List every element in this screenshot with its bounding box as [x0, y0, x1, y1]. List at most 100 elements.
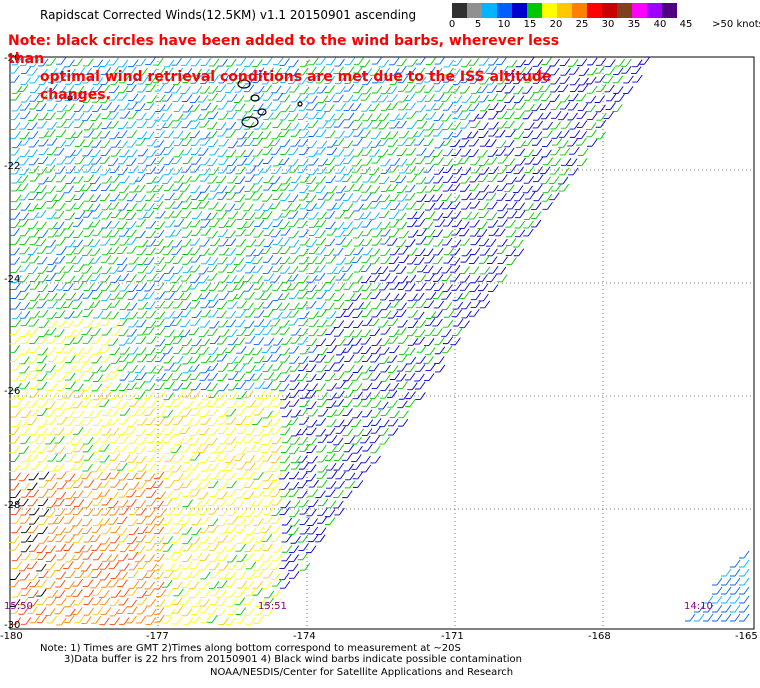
- wind-barb: [253, 526, 265, 534]
- wind-barb: [595, 58, 607, 66]
- wind-barb: [371, 221, 383, 230]
- wind-barb: [181, 138, 192, 146]
- wind-barb: [63, 185, 74, 194]
- wind-barb: [181, 561, 193, 570]
- wind-barb: [46, 264, 57, 273]
- wind-barb: [207, 264, 218, 273]
- wind-barb: [29, 579, 41, 588]
- wind-barb: [145, 158, 157, 166]
- wind-barb: [37, 156, 49, 164]
- wind-barb: [470, 247, 481, 256]
- wind-barb: [523, 175, 535, 184]
- wind-barb: [459, 283, 471, 291]
- wind-barb: [506, 210, 518, 219]
- wind-barb: [180, 86, 191, 94]
- wind-barb: [333, 201, 344, 210]
- wind-barb: [306, 390, 317, 399]
- wind-barb: [721, 568, 732, 577]
- wind-barb: [335, 380, 346, 389]
- wind-barb: [325, 327, 336, 335]
- wind-barb: [398, 130, 410, 139]
- wind-barb: [414, 218, 426, 227]
- wind-barb: [442, 336, 454, 345]
- wind-barb: [252, 59, 263, 67]
- wind-barb: [317, 508, 328, 516]
- wind-barb: [145, 166, 157, 175]
- footer-line-2: 3)Data buffer is 22 hrs from 20150901 4)…: [64, 654, 522, 665]
- wind-barb: [514, 220, 526, 229]
- wind-barb: [90, 328, 101, 336]
- wind-barb: [207, 372, 219, 381]
- wind-barb: [108, 201, 120, 210]
- wind-barb: [470, 292, 482, 301]
- wind-barb: [199, 373, 210, 381]
- wind-barb: [334, 229, 346, 238]
- wind-barb: [586, 129, 597, 138]
- wind-barb: [46, 137, 58, 146]
- wind-barb: [558, 112, 569, 121]
- wind-barb: [47, 83, 58, 92]
- wind-barb: [496, 76, 508, 85]
- wind-barb: [315, 372, 327, 380]
- wind-barb: [190, 138, 201, 146]
- wind-barb: [488, 228, 500, 236]
- wind-barb: [306, 364, 317, 372]
- wind-barb: [81, 67, 92, 76]
- wind-barb: [333, 94, 344, 103]
- wind-barb: [83, 373, 94, 382]
- wind-barb: [19, 427, 30, 436]
- wind-barb: [416, 94, 427, 103]
- wind-barb: [28, 139, 40, 148]
- wind-barb: [164, 551, 176, 560]
- wind-barb: [109, 193, 121, 202]
- wind-barb: [378, 138, 389, 147]
- wind-barb: [226, 525, 237, 533]
- wind-barb: [281, 122, 292, 131]
- wind-barb: [235, 238, 246, 247]
- wind-barb: [442, 229, 454, 238]
- wind-barb: [559, 147, 571, 156]
- wind-barb: [362, 157, 373, 166]
- wind-barb: [333, 444, 345, 452]
- wind-barb: [56, 373, 67, 382]
- time-label: 15:50: [4, 601, 33, 612]
- wind-barb: [234, 185, 245, 194]
- wind-barb: [496, 193, 507, 201]
- wind-barb: [371, 309, 382, 318]
- wind-barb: [459, 156, 470, 164]
- wind-barb: [155, 354, 166, 362]
- wind-barb: [280, 246, 291, 254]
- wind-barb: [324, 292, 336, 301]
- wind-barb: [20, 102, 31, 111]
- wind-barb: [461, 131, 472, 140]
- wind-barb: [90, 534, 101, 543]
- wind-barb: [216, 203, 227, 211]
- wind-barb: [263, 608, 274, 616]
- wind-barb: [352, 445, 363, 454]
- wind-barb: [632, 74, 643, 83]
- wind-barb: [326, 147, 338, 156]
- wind-barb: [47, 335, 58, 344]
- wind-barb: [461, 192, 472, 201]
- wind-barb: [38, 274, 49, 283]
- wind-barb: [83, 104, 94, 113]
- wind-barb: [155, 509, 167, 517]
- wind-barb: [91, 283, 102, 291]
- wind-barb: [461, 201, 472, 210]
- wind-barb: [486, 274, 497, 282]
- wind-barb: [343, 463, 354, 472]
- wind-barb: [200, 365, 211, 374]
- wind-barb: [101, 554, 113, 562]
- wind-barb: [37, 284, 49, 292]
- wind-barb: [316, 129, 327, 137]
- wind-barb: [433, 183, 444, 191]
- wind-barb: [27, 534, 39, 542]
- wind-barb: [272, 283, 283, 291]
- wind-barb: [101, 327, 113, 336]
- wind-barb: [164, 273, 175, 282]
- wind-barb: [497, 256, 508, 265]
- wind-barb: [55, 292, 66, 301]
- wind-barb: [181, 381, 192, 390]
- wind-barb: [236, 435, 247, 444]
- wind-barb: [29, 427, 40, 436]
